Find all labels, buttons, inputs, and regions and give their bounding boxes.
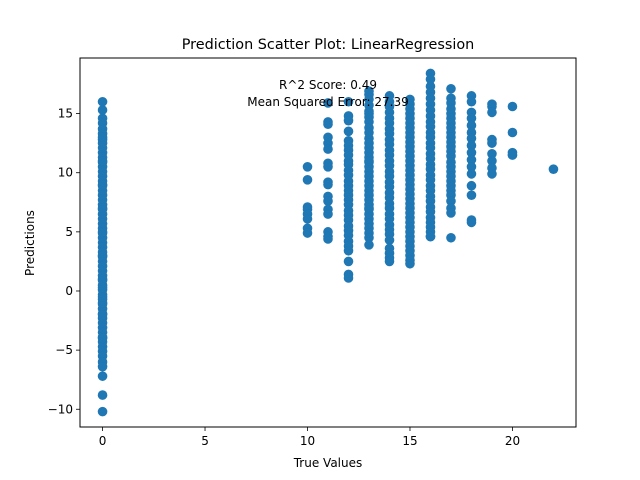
data-point <box>446 232 456 243</box>
data-point <box>323 196 333 206</box>
data-point <box>97 203 108 213</box>
data-point <box>364 240 374 250</box>
data-point <box>548 164 559 174</box>
y-tick-label: −5 <box>55 343 73 357</box>
y-tick-label: 5 <box>65 225 73 239</box>
data-point <box>343 96 354 107</box>
data-point <box>405 258 415 269</box>
x-tick-label: 0 <box>99 434 107 448</box>
data-point <box>364 156 374 166</box>
data-point <box>97 96 108 107</box>
data-point <box>343 273 354 283</box>
data-point <box>466 96 477 107</box>
data-point <box>466 169 477 179</box>
data-point <box>384 235 395 245</box>
y-axis-ticks: −10 −5 0 5 10 15 <box>48 107 80 416</box>
data-point <box>466 190 477 200</box>
data-point <box>97 105 108 115</box>
data-point <box>364 86 374 96</box>
data-point <box>343 115 354 126</box>
data-point <box>97 361 108 372</box>
data-point <box>364 232 374 243</box>
plot-frame <box>79 57 577 428</box>
data-point <box>487 156 497 166</box>
data-point <box>507 127 518 138</box>
data-point <box>343 256 354 267</box>
data-point <box>466 180 477 191</box>
y-tick-label: 10 <box>58 166 73 180</box>
data-point <box>97 179 108 190</box>
annotations: R^2 Score: 0.49 Mean Squared Error: 27.39 <box>247 78 408 109</box>
data-point <box>323 234 333 244</box>
x-tick-label: 20 <box>505 434 520 448</box>
data-point <box>97 274 108 284</box>
data-point <box>323 162 333 172</box>
data-point <box>97 309 108 320</box>
data-point <box>466 162 477 172</box>
data-point <box>302 175 313 185</box>
data-point <box>425 231 436 242</box>
data-point <box>302 214 313 224</box>
x-tick-label: 15 <box>402 434 417 448</box>
data-point <box>487 169 497 179</box>
y-axis-label: Predictions <box>23 210 37 276</box>
data-points <box>97 68 559 417</box>
data-point <box>343 126 354 137</box>
data-point <box>323 179 333 190</box>
data-point <box>466 217 477 228</box>
y-tick-label: 15 <box>58 107 73 121</box>
data-point <box>466 154 477 165</box>
data-point <box>466 133 477 144</box>
data-point <box>487 107 497 118</box>
data-point <box>97 227 108 237</box>
data-point <box>487 149 497 159</box>
data-point <box>466 140 477 151</box>
data-point <box>323 119 333 130</box>
data-point <box>302 162 313 172</box>
data-point <box>97 250 108 261</box>
data-point <box>507 101 518 112</box>
x-tick-label: 5 <box>201 434 209 448</box>
data-point <box>97 390 108 400</box>
data-point <box>487 138 497 148</box>
y-tick-label: 0 <box>65 284 73 298</box>
x-axis-ticks: 0 5 10 15 20 <box>99 427 520 448</box>
data-point <box>507 150 518 160</box>
data-point <box>446 196 456 206</box>
data-point <box>302 228 313 238</box>
y-tick-label: −10 <box>48 402 73 416</box>
data-point <box>425 74 436 85</box>
data-point <box>343 245 354 256</box>
data-point <box>97 371 108 381</box>
data-point <box>97 282 108 293</box>
data-point <box>364 108 374 119</box>
data-point <box>323 209 333 219</box>
data-point <box>323 144 333 154</box>
data-point <box>97 292 108 302</box>
data-point <box>97 132 108 143</box>
chart-title: Prediction Scatter Plot: LinearRegressio… <box>182 37 475 53</box>
data-point <box>466 113 477 124</box>
x-axis-label: True Values <box>293 456 363 470</box>
data-point <box>97 406 108 417</box>
data-point <box>97 333 108 344</box>
data-point <box>323 98 333 108</box>
data-point <box>466 120 477 131</box>
x-tick-label: 10 <box>300 434 315 448</box>
annotation-text: Mean Squared Error: 27.39 <box>247 95 408 109</box>
data-point <box>446 208 456 218</box>
data-point <box>446 83 456 94</box>
data-point <box>384 256 395 267</box>
annotation-text: R^2 Score: 0.49 <box>279 78 377 92</box>
data-point <box>97 156 108 166</box>
data-point <box>364 203 374 213</box>
data-point <box>466 147 477 158</box>
